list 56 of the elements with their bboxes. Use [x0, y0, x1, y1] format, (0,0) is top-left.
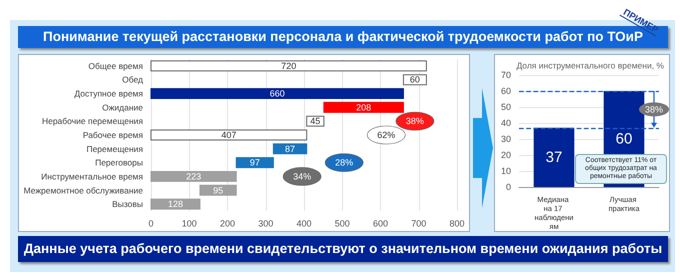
- bar: [150, 130, 308, 140]
- data-label: 37: [546, 148, 562, 166]
- data-label: 60: [410, 74, 420, 85]
- y-tick-label: 20: [500, 150, 511, 160]
- data-label: 45: [310, 116, 320, 126]
- bar: [272, 143, 308, 154]
- y-tick-label: Инструментальное время: [41, 171, 144, 182]
- data-label: 223: [186, 171, 202, 182]
- y-tick-label: Доступное время: [74, 88, 144, 99]
- data-label: 128: [168, 199, 183, 210]
- x-tick-label: 400: [296, 218, 312, 228]
- x-tick-label: 100: [182, 218, 197, 228]
- text: Данные учета рабочего времени свидетельствуют о значительном времени ожидания работы: [18, 236, 668, 262]
- y-tick-label: 50: [500, 102, 511, 112]
- y-tick-label: Перемещения: [86, 144, 144, 154]
- data-label: 95: [213, 185, 224, 196]
- x-tick-label: 0: [148, 218, 154, 228]
- data-label: 660: [270, 88, 285, 99]
- y-tick-label: 30: [500, 134, 511, 144]
- bar: [150, 198, 200, 210]
- annotation: 34%: [293, 171, 312, 182]
- x-tick-label: 600: [372, 218, 388, 228]
- bar: [323, 102, 404, 113]
- x-tick-label: 200: [220, 218, 236, 228]
- annotation: 38%: [644, 104, 664, 114]
- y-tick-label: 0: [506, 182, 511, 192]
- x-tick-label: 500: [334, 218, 350, 228]
- annotation: 62%: [377, 130, 396, 140]
- y-tick-label: Общее время: [88, 60, 144, 71]
- annotation: 28%: [335, 158, 354, 168]
- annotation: 38%: [406, 116, 424, 126]
- data-label: 97: [250, 158, 260, 168]
- y-tick-label: Переговоры: [95, 158, 143, 168]
- y-tick-label: 70: [500, 70, 511, 80]
- y-tick-label: 60: [500, 86, 511, 96]
- y-tick-label: Вызовы: [112, 199, 143, 210]
- y-tick-label: Нерабочие перемещения: [42, 116, 144, 126]
- data-label: 407: [221, 130, 236, 140]
- y-tick-label: Ожидание: [102, 102, 144, 112]
- y-tick-label: 10: [500, 166, 511, 176]
- x-tick-label: 700: [411, 218, 426, 228]
- y-tick-label: 40: [500, 118, 511, 128]
- x-tick-label: 300: [258, 218, 274, 228]
- y-tick-label: Обед: [122, 74, 144, 85]
- x-tick-label: 800: [449, 218, 465, 228]
- data-label: 720: [281, 60, 296, 71]
- chart-title: Доля инструментального времени, %: [516, 60, 664, 70]
- data-label: 87: [285, 144, 296, 154]
- y-tick-label: Рабочее время: [82, 130, 144, 140]
- bar: [150, 60, 427, 72]
- y-tick-label: Межремонтное обслуживание: [24, 185, 144, 196]
- data-label: 60: [616, 130, 632, 148]
- data-label: 208: [356, 102, 372, 112]
- bar: [150, 170, 237, 182]
- bar: [236, 157, 274, 168]
- bar: [150, 88, 404, 100]
